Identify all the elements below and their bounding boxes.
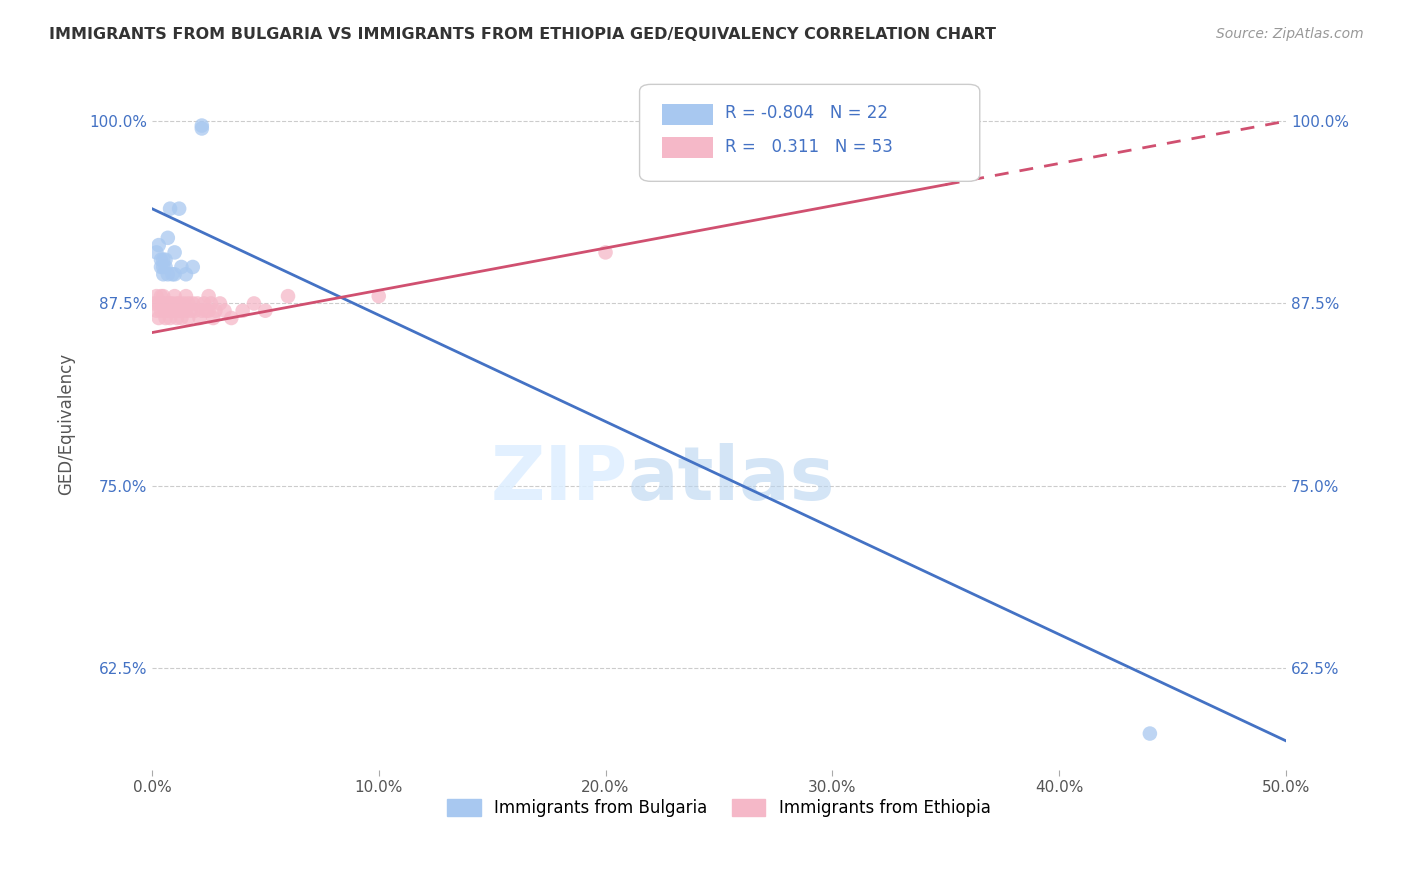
Point bbox=[167, 202, 190, 216]
Point bbox=[243, 296, 266, 310]
Point bbox=[184, 303, 207, 318]
Point bbox=[155, 252, 177, 267]
Point bbox=[152, 267, 174, 281]
Point bbox=[177, 296, 200, 310]
Point bbox=[193, 296, 215, 310]
Point bbox=[174, 289, 197, 303]
Bar bbox=[662, 103, 713, 125]
Point bbox=[204, 303, 226, 318]
Point bbox=[148, 311, 170, 326]
Point bbox=[162, 267, 184, 281]
Point bbox=[156, 267, 179, 281]
Point bbox=[143, 296, 166, 310]
Text: IMMIGRANTS FROM BULGARIA VS IMMIGRANTS FROM ETHIOPIA GED/EQUIVALENCY CORRELATION: IMMIGRANTS FROM BULGARIA VS IMMIGRANTS F… bbox=[49, 27, 997, 42]
Point bbox=[179, 303, 201, 318]
Point bbox=[200, 296, 222, 310]
Point bbox=[148, 238, 170, 252]
Point bbox=[174, 303, 197, 318]
Point bbox=[152, 252, 174, 267]
Point bbox=[1139, 726, 1161, 740]
Point bbox=[155, 311, 177, 326]
Point bbox=[155, 303, 177, 318]
Point bbox=[162, 296, 184, 310]
Point bbox=[166, 296, 188, 310]
Point bbox=[177, 311, 200, 326]
Point bbox=[145, 303, 167, 318]
Point bbox=[214, 303, 236, 318]
Point bbox=[145, 289, 167, 303]
Point bbox=[152, 260, 174, 274]
Point bbox=[254, 303, 277, 318]
Point bbox=[159, 311, 181, 326]
Bar bbox=[662, 137, 713, 158]
Point bbox=[152, 296, 174, 310]
Point bbox=[174, 267, 197, 281]
Point bbox=[170, 311, 193, 326]
Point bbox=[159, 296, 181, 310]
Point bbox=[162, 303, 184, 318]
Point bbox=[935, 158, 957, 172]
Y-axis label: GED/Equivalency: GED/Equivalency bbox=[58, 352, 75, 495]
Point bbox=[277, 289, 299, 303]
Point bbox=[221, 311, 243, 326]
Text: ZIP: ZIP bbox=[491, 442, 628, 516]
Point bbox=[167, 303, 190, 318]
Point bbox=[170, 260, 193, 274]
Point bbox=[150, 260, 173, 274]
Point bbox=[181, 296, 204, 310]
Point bbox=[232, 303, 254, 318]
Point bbox=[156, 231, 179, 245]
Point bbox=[197, 303, 219, 318]
Text: Source: ZipAtlas.com: Source: ZipAtlas.com bbox=[1216, 27, 1364, 41]
Point bbox=[163, 267, 186, 281]
Point bbox=[191, 121, 214, 136]
Point bbox=[163, 245, 186, 260]
Point bbox=[188, 311, 211, 326]
Point bbox=[166, 311, 188, 326]
Point bbox=[163, 289, 186, 303]
Point bbox=[202, 311, 225, 326]
Point bbox=[148, 296, 170, 310]
Point bbox=[152, 289, 174, 303]
Point bbox=[167, 296, 190, 310]
Text: atlas: atlas bbox=[628, 442, 835, 516]
Point bbox=[191, 303, 214, 318]
Point bbox=[208, 296, 231, 310]
Point bbox=[150, 289, 173, 303]
Point bbox=[156, 296, 179, 310]
Point bbox=[367, 289, 389, 303]
Point bbox=[155, 260, 177, 274]
Text: R = -0.804   N = 22: R = -0.804 N = 22 bbox=[724, 104, 887, 122]
FancyBboxPatch shape bbox=[640, 85, 980, 181]
Point bbox=[195, 303, 218, 318]
Point bbox=[156, 303, 179, 318]
Legend: Immigrants from Bulgaria, Immigrants from Ethiopia: Immigrants from Bulgaria, Immigrants fro… bbox=[440, 792, 997, 824]
Point bbox=[159, 202, 181, 216]
Point bbox=[150, 303, 173, 318]
Point bbox=[197, 289, 219, 303]
Point bbox=[173, 296, 195, 310]
Point bbox=[163, 303, 186, 318]
Point bbox=[595, 245, 617, 260]
Point bbox=[170, 303, 193, 318]
Point bbox=[191, 119, 214, 133]
Point bbox=[181, 260, 204, 274]
Point bbox=[150, 252, 173, 267]
Point bbox=[145, 245, 167, 260]
Text: R =   0.311   N = 53: R = 0.311 N = 53 bbox=[724, 137, 893, 156]
Point bbox=[186, 296, 208, 310]
